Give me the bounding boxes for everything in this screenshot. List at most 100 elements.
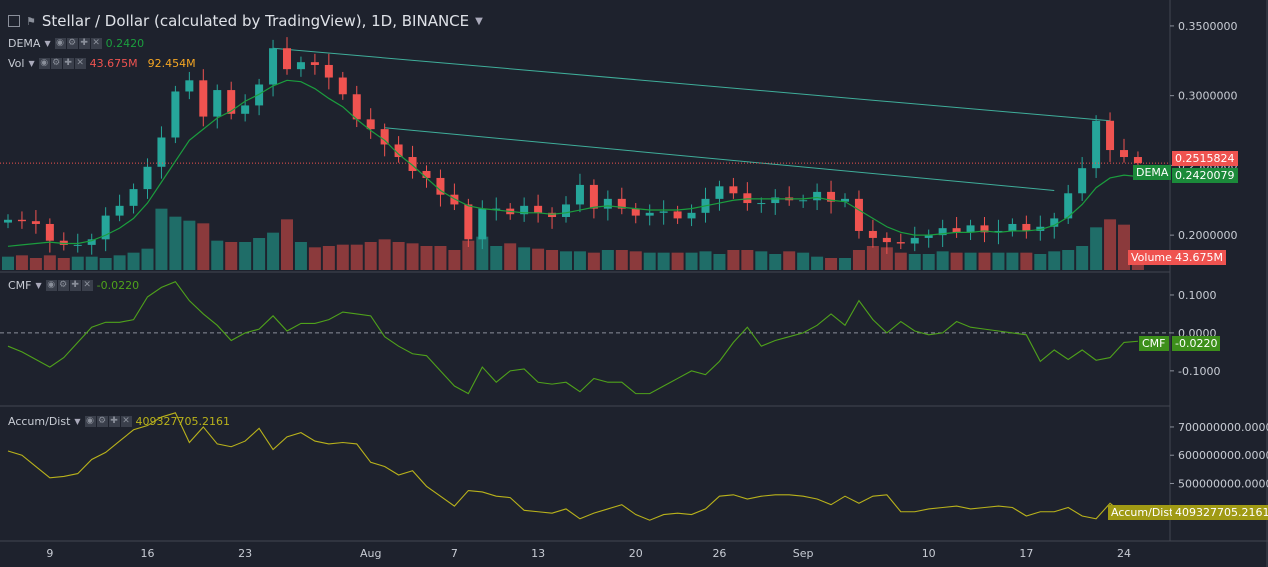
dema-label[interactable]: DEMA [8,37,41,50]
gear-icon[interactable]: ⚙ [57,280,69,291]
candle-body [185,80,194,92]
volume-bar [155,208,168,270]
candle-body [380,129,389,145]
gear-icon[interactable]: ⚙ [50,58,62,69]
candle-body [1078,168,1087,194]
price-tick-label: 0.2000000 [1178,229,1238,242]
chevron-down-icon[interactable]: ▼ [475,15,483,27]
more-icon[interactable]: ✚ [69,280,81,291]
price-tick-label: 0.3500000 [1178,20,1238,33]
volume-bar [1048,251,1061,270]
candle-body [1064,193,1073,219]
volume-bar [880,247,893,270]
close-icon[interactable]: ✕ [81,280,93,291]
volume-bar [239,242,252,270]
volume-bar [629,251,642,270]
candle-body [896,242,905,244]
candle-body [575,184,584,205]
candle-body [617,198,626,209]
volume-bar [922,254,935,270]
accum-dist-value: 409327705.2161 [135,415,231,428]
vol-label[interactable]: Vol [8,57,25,70]
time-tick-label: 9 [46,547,53,560]
volume-bar [936,251,949,270]
chevron-down-icon[interactable]: ▼ [74,417,81,426]
more-icon[interactable]: ✚ [108,416,120,427]
volume-bar [406,243,419,270]
chevron-down-icon[interactable]: ▼ [35,281,42,290]
close-icon[interactable]: ✕ [120,416,132,427]
cmf-value: -0.0220 [96,279,140,292]
volume-value-tag: 43.675M [1172,250,1226,265]
symbol-title[interactable]: Stellar / Dollar (calculated by TradingV… [41,12,470,30]
candle-body [436,177,445,195]
candle-body [813,191,822,201]
volume-bar [950,252,963,270]
time-tick-label: 24 [1117,547,1131,560]
volume-bar [825,258,838,270]
volume-bar [392,242,405,270]
candle-body [422,170,431,178]
volume-bars [2,208,1144,270]
candle-body [324,64,333,78]
volume-bar [1062,250,1075,270]
candle-body [771,197,780,204]
volume-bar [546,250,559,270]
cmf-label[interactable]: CMF [8,279,32,292]
volume-bar [113,255,126,270]
more-icon[interactable]: ✚ [62,58,74,69]
candle-body [101,215,110,240]
eye-icon[interactable]: ◉ [54,38,66,49]
eye-icon[interactable]: ◉ [84,416,96,427]
candle-body [729,186,738,194]
collapse-icon[interactable] [8,15,20,27]
candle-body [882,237,891,243]
volume-bar [643,252,656,270]
volume-bar [797,252,810,270]
time-axis: 9 16 23 Aug 7 13 20 26 Sep 10 17 24 [46,547,1131,560]
accum-dist-legend: Accum/Dist ▼ ◉ ⚙ ✚ ✕ 409327705.2161 [8,415,230,428]
accum-dist-label[interactable]: Accum/Dist [8,415,71,428]
flag-icon: ⚑ [26,14,36,28]
gear-icon[interactable]: ⚙ [96,416,108,427]
candle-body [827,191,836,202]
accum-dist-value-tag: 409327705.2161 [1172,505,1268,520]
more-icon[interactable]: ✚ [78,38,90,49]
volume-bar [587,252,600,270]
volume-bar [839,258,851,270]
volume-bar [197,223,210,270]
volume-bar [85,256,98,270]
close-icon[interactable]: ✕ [90,38,102,49]
dema-series [7,79,1139,247]
candle-body [296,62,305,70]
volume-bar [866,246,879,270]
volume-legend: Vol ▼ ◉ ⚙ ✚ ✕ 43.675M 92.454M [8,57,196,70]
volume-bar [560,251,572,270]
volume-bar [462,240,475,270]
chevron-down-icon[interactable]: ▼ [28,59,35,68]
eye-icon[interactable]: ◉ [45,280,57,291]
candle-body [562,204,570,217]
candle-body [241,105,250,114]
volume-bar [1090,227,1103,270]
volume-bar [420,246,433,270]
volume-bar [253,238,266,270]
gear-icon[interactable]: ⚙ [66,38,78,49]
volume-bar [685,252,698,270]
candle-body [1133,157,1142,164]
volume-bar [852,250,865,270]
eye-icon[interactable]: ◉ [38,58,50,69]
candle-body [1022,223,1031,231]
volume-bar [518,247,531,270]
volume-bar [908,254,921,270]
chevron-down-icon[interactable]: ▼ [44,39,51,48]
candle-body [980,225,989,233]
volume-bar [183,220,196,270]
volume-bar [532,248,545,270]
close-icon[interactable]: ✕ [74,58,86,69]
candle-body [464,204,473,240]
volume-bar [671,252,684,270]
volume-bar [476,236,489,270]
vol-value: 43.675M [89,57,138,70]
